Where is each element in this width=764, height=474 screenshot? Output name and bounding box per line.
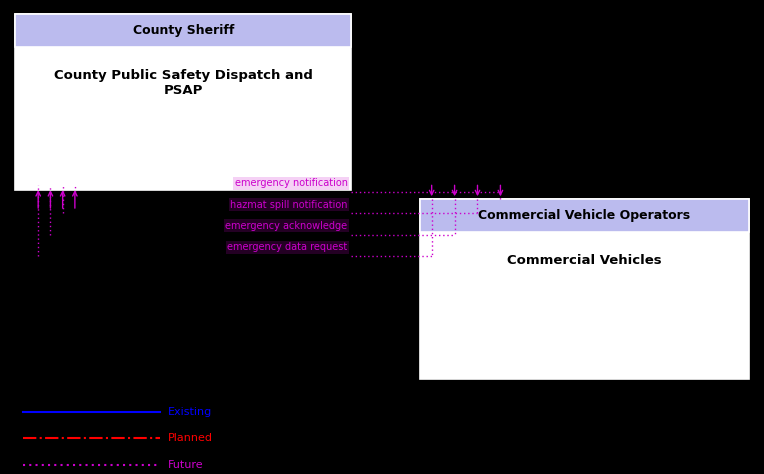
Text: Commercial Vehicle Operators: Commercial Vehicle Operators [478,209,691,222]
Text: hazmat spill notification: hazmat spill notification [230,200,348,210]
Bar [15,14,351,190]
Bar [15,14,351,47]
Text: Existing: Existing [168,407,212,418]
Text: emergency acknowledge: emergency acknowledge [225,221,348,231]
Bar [420,232,749,379]
Bar [420,199,749,379]
Text: County Sheriff: County Sheriff [133,24,234,37]
Text: emergency data request: emergency data request [228,242,348,252]
Bar [420,199,749,232]
Text: Planned: Planned [168,433,213,444]
Text: County Public Safety Dispatch and
PSAP: County Public Safety Dispatch and PSAP [54,69,312,97]
Text: Commercial Vehicles: Commercial Vehicles [507,254,662,267]
Bar [15,47,351,190]
Text: emergency notification: emergency notification [235,178,348,188]
Text: Future: Future [168,459,204,470]
